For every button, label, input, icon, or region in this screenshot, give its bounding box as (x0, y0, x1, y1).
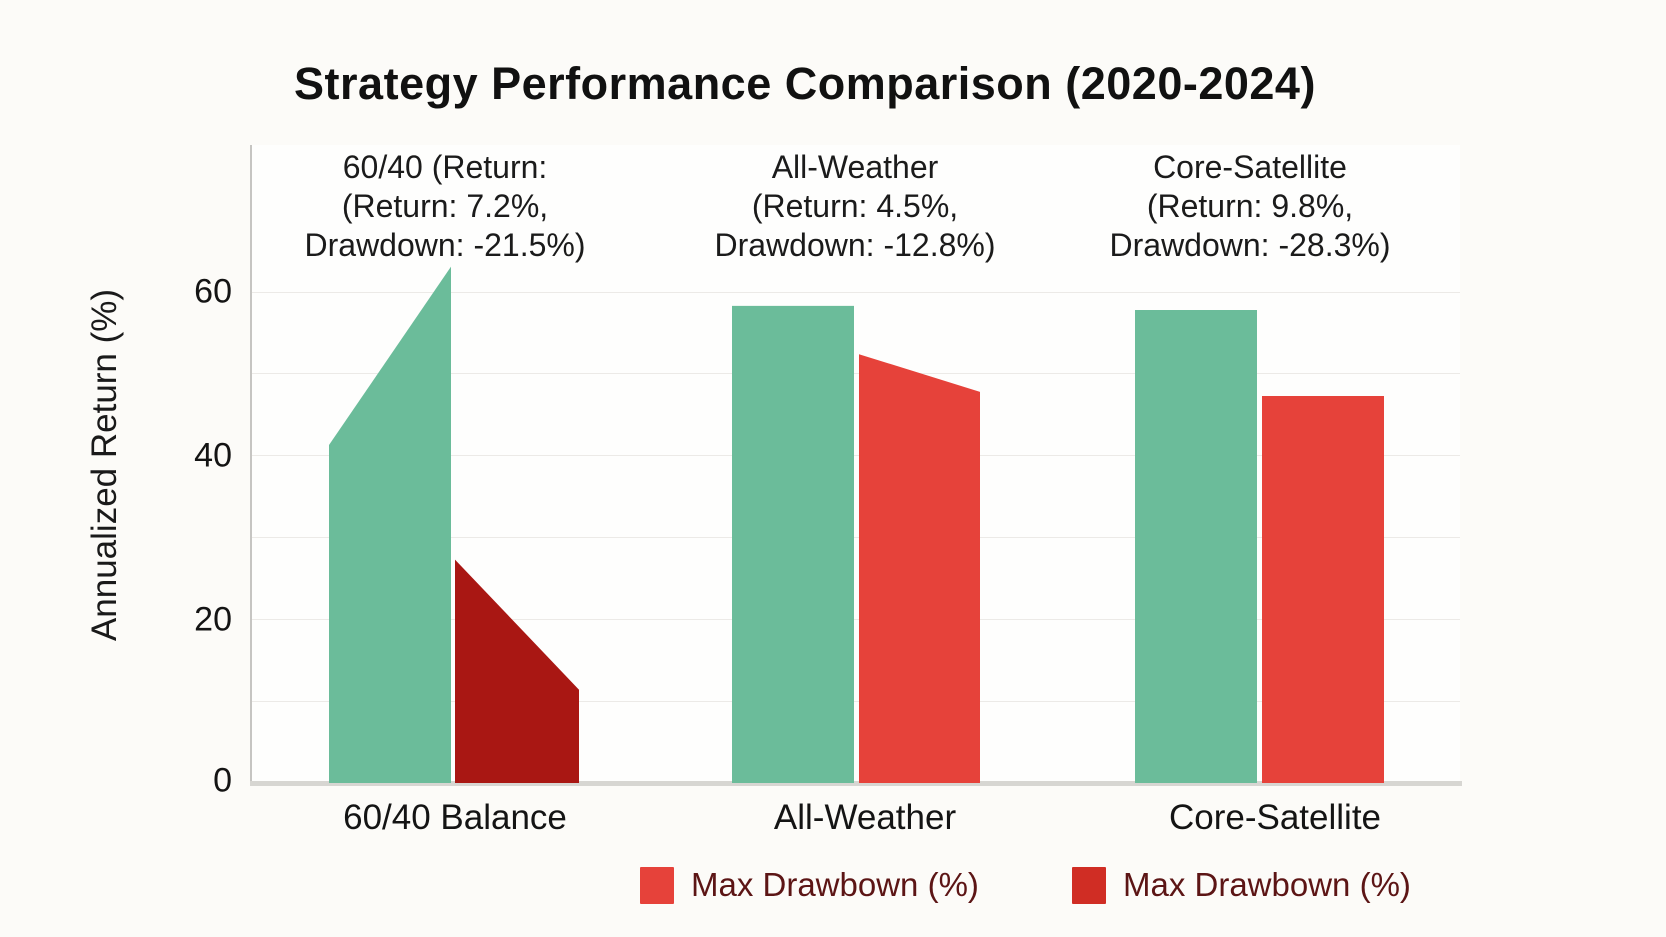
gridline-50 (252, 373, 1460, 375)
annotation-line: (Return: 7.2%, (341, 188, 549, 224)
annotation-line: All-Weather (771, 149, 939, 185)
bar-drawdown-all-weather (859, 354, 980, 783)
annotation-line: (Return: 9.8%, (1146, 188, 1354, 224)
bar-return-all-weather (732, 305, 854, 783)
annotation-line: 60/40 (Return: (342, 149, 548, 185)
x-tick-core-satellite: Core-Satellite (1168, 798, 1382, 837)
x-tick-6040-balance: 60/40 Balance (343, 798, 567, 837)
annotation-line: Drawdown: -28.3%) (1109, 227, 1391, 263)
bars-layer (329, 266, 1384, 783)
bar-drawdown-60-40-balance (455, 559, 579, 783)
x-axis-baseline (250, 781, 1462, 786)
y-tick-0: 0 (213, 761, 232, 800)
legend-label: Max Drawbown (%) (1123, 866, 1411, 903)
annotation-all-weather: All-Weather (Return: 4.5%, Drawdown: -12… (645, 148, 1065, 265)
bar-return-60-40-balance (329, 266, 451, 783)
chart-title: Strategy Performance Comparison (2020-20… (294, 58, 1316, 109)
annotation-core-satellite: Core-Satellite (Return: 9.8%, Drawdown: … (1040, 148, 1460, 265)
annotation-line: Drawdown: -12.8%) (714, 227, 996, 263)
y-tick-40: 40 (194, 436, 232, 475)
legend-label: Max Drawbown (%) (691, 866, 979, 903)
y-tick-60: 60 (194, 272, 232, 311)
bar-drawdown-core-satellite (1262, 395, 1384, 783)
annotation-line: Core-Satellite (1153, 149, 1347, 185)
annotation-line: Drawdown: -21.5%) (304, 227, 586, 263)
y-axis-title: Annualized Return (%) (85, 288, 124, 642)
legend-swatch-dark-red-icon (1072, 866, 1106, 904)
legend-swatch-red-icon (640, 866, 674, 904)
y-tick-20: 20 (194, 600, 232, 639)
bar-return-core-satellite (1135, 310, 1257, 783)
gridline-20 (252, 618, 1460, 620)
gridline-30 (252, 537, 1460, 538)
x-tick-all-weather: All-Weather (773, 798, 957, 837)
legend-item-max-drawdown-2: Max Drawbown (%) (1072, 866, 1411, 904)
plot-area (250, 145, 1462, 786)
gridline-60 (252, 291, 1460, 293)
gridline-40 (252, 455, 1460, 457)
annotation-line: (Return: 4.5%, (751, 188, 959, 224)
legend-item-max-drawdown-1: Max Drawbown (%) (640, 866, 979, 904)
gridline-10 (252, 700, 1460, 702)
annotation-6040-balance: 60/40 (Return: (Return: 7.2%, Drawdown: … (235, 148, 655, 265)
